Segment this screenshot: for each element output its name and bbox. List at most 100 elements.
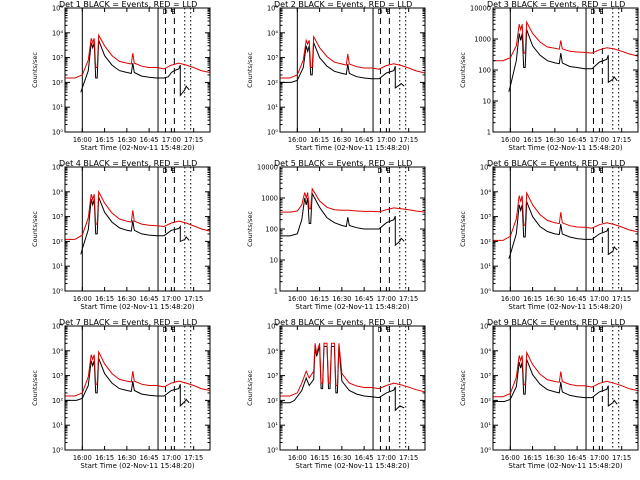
- x-tick-label: 17:15: [399, 454, 418, 462]
- y-tick-label: 10³: [52, 372, 63, 380]
- y-tick-label: 10⁰: [52, 288, 63, 296]
- y-tick-label: 10⁰: [480, 288, 491, 296]
- x-tick-label: 17:00: [590, 454, 609, 462]
- events-trace: [493, 359, 618, 407]
- events-trace: [65, 358, 190, 408]
- lld-trace: [280, 34, 425, 79]
- x-tick-label: 16:45: [355, 295, 374, 303]
- events-trace: [280, 42, 405, 89]
- top-marker-e: E: [599, 167, 603, 175]
- top-marker-e: E: [386, 167, 390, 175]
- y-tick-label: 1000: [474, 36, 491, 44]
- y-tick-label: 10⁴: [267, 347, 278, 355]
- y-axis-label: Counts/sec: [459, 52, 467, 88]
- x-tick-label: 16:30: [332, 454, 351, 462]
- y-tick-label: 10: [270, 257, 278, 265]
- x-tick-label: 16:15: [95, 136, 114, 144]
- y-tick-label: 10¹: [267, 422, 278, 430]
- y-tick-label: 1: [487, 129, 491, 137]
- y-tick-label: 10⁵: [480, 164, 491, 172]
- lld-trace: [280, 187, 425, 213]
- y-tick-label: 1: [274, 288, 278, 296]
- y-axis-label: Counts/sec: [246, 52, 254, 88]
- y-tick-label: 10⁰: [267, 129, 278, 137]
- x-tick-label: 17:00: [590, 295, 609, 303]
- y-tick-label: 10²: [267, 397, 278, 405]
- x-axis-label: Start Time (02-Nov-11 15:48:20): [80, 462, 194, 470]
- x-axis-label: Start Time (02-Nov-11 15:48:20): [295, 303, 409, 311]
- y-axis-label: Counts/sec: [31, 211, 39, 247]
- top-marker-e: E: [171, 167, 175, 175]
- top-marker-d: D: [162, 326, 167, 334]
- y-tick-label: 10⁵: [52, 323, 63, 331]
- x-tick-label: 16:15: [523, 454, 542, 462]
- y-tick-label: 10⁰: [52, 129, 63, 137]
- panel-title: Det 3 BLACK = Events, RED = LLD: [487, 0, 625, 9]
- y-tick-label: 10²: [52, 397, 63, 405]
- y-tick-label: 10³: [267, 372, 278, 380]
- events-trace: [508, 29, 618, 92]
- y-tick-label: 10³: [52, 54, 63, 62]
- panel-title: Det 7 BLACK = Events, RED = LLD: [59, 318, 197, 327]
- top-marker-e: E: [599, 326, 603, 334]
- y-tick-label: 10⁴: [480, 188, 491, 196]
- x-axis-label: Start Time (02-Nov-11 15:48:20): [80, 303, 194, 311]
- x-tick-label: 16:30: [117, 136, 136, 144]
- y-tick-label: 10⁴: [52, 347, 63, 355]
- x-tick-label: 17:00: [377, 136, 396, 144]
- y-tick-label: 10²: [52, 79, 63, 87]
- lld-trace: [493, 20, 638, 62]
- y-axis-label: Counts/sec: [459, 370, 467, 406]
- y-tick-label: 10¹: [480, 263, 491, 271]
- x-tick-label: 17:00: [162, 136, 181, 144]
- y-tick-label: 10³: [267, 54, 278, 62]
- events-trace: [280, 345, 405, 412]
- top-marker-e: E: [599, 8, 603, 16]
- x-tick-label: 16:15: [523, 295, 542, 303]
- y-tick-label: 10²: [52, 238, 63, 246]
- top-marker-d: D: [590, 326, 595, 334]
- top-marker-e: E: [171, 8, 175, 16]
- panel-title: Det 1 BLACK = Events, RED = LLD: [59, 0, 197, 9]
- axes-frame: [64, 166, 211, 292]
- events-trace: [80, 197, 190, 255]
- axes-frame: [64, 325, 211, 451]
- y-tick-label: 10⁵: [52, 5, 63, 13]
- events-trace: [280, 191, 405, 247]
- x-tick-label: 16:45: [568, 136, 587, 144]
- y-axis-label: Counts/sec: [31, 52, 39, 88]
- top-marker-d: D: [377, 326, 382, 334]
- y-tick-label: 10¹: [480, 422, 491, 430]
- y-tick-label: 10⁰: [267, 447, 278, 455]
- y-tick-label: 10⁴: [52, 29, 63, 37]
- x-tick-label: 16:00: [501, 295, 520, 303]
- top-marker-d: D: [590, 8, 595, 16]
- x-tick-label: 17:00: [377, 295, 396, 303]
- top-marker-d: D: [162, 8, 167, 16]
- y-tick-label: 1000: [261, 195, 278, 203]
- x-tick-label: 17:15: [612, 295, 631, 303]
- lld-trace: [65, 349, 210, 397]
- y-tick-label: 10⁰: [480, 447, 491, 455]
- x-axis-label: Start Time (02-Nov-11 15:48:20): [80, 144, 194, 152]
- axes-frame: [492, 325, 639, 451]
- x-tick-label: 16:00: [501, 136, 520, 144]
- y-tick-label: 10²: [480, 397, 491, 405]
- y-tick-label: 10¹: [52, 104, 63, 112]
- lld-trace: [65, 189, 210, 240]
- x-tick-label: 17:15: [184, 295, 203, 303]
- y-tick-label: 10³: [480, 372, 491, 380]
- x-axis-label: Start Time (02-Nov-11 15:48:20): [508, 144, 622, 152]
- x-tick-label: 16:15: [310, 136, 329, 144]
- events-trace: [508, 201, 618, 259]
- y-axis-label: Counts/sec: [459, 211, 467, 247]
- panel-title: Det 2 BLACK = Events, RED = LLD: [274, 0, 412, 9]
- x-tick-label: 17:00: [590, 136, 609, 144]
